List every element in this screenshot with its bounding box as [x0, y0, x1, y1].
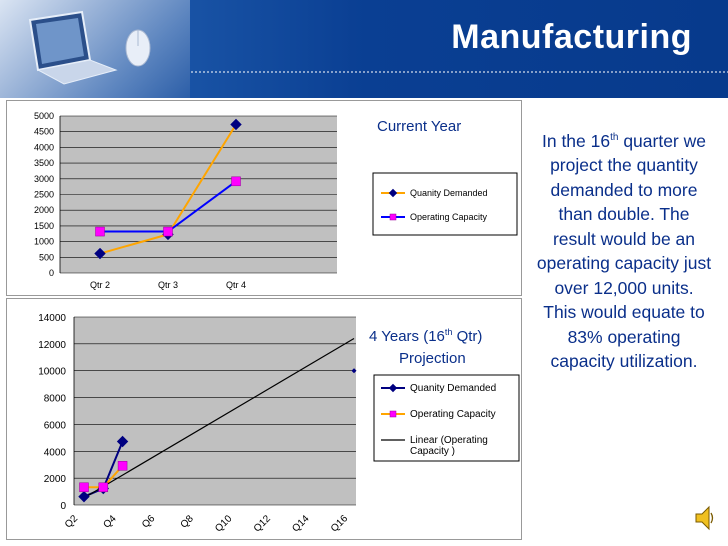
header-dot-line	[190, 70, 728, 74]
x-tick-label: Q16	[329, 513, 350, 534]
y-tick-label: 2000	[34, 205, 54, 215]
legend-label: Linear (Operating Capacity )	[410, 435, 488, 457]
y-tick-label: 2500	[34, 190, 54, 200]
data-point-operating-capacity	[117, 461, 128, 471]
y-tick-label: 2000	[44, 474, 67, 485]
y-tick-label: 4500	[34, 127, 54, 137]
side-note-part-2: quarter we project the quantity demanded…	[536, 130, 712, 372]
projection-chart-frame: 0 2000 4000 6000 8000 10000 12000 14000 Q2 Q4 Q6 Q…	[6, 298, 522, 540]
y-tick-label: 3500	[34, 158, 54, 168]
title-part-3: Projection	[399, 350, 466, 367]
series-line-linear-trend	[83, 337, 355, 499]
svg-text:4 Years (16th Qtr): 4 Years (16th Qtr)	[369, 327, 482, 345]
speaker-icon[interactable]	[694, 504, 716, 532]
y-tick-label: 1000	[34, 237, 54, 247]
side-note: In the 16th quarter we project the quant…	[536, 126, 712, 374]
legend-label: Quanity Demanded	[410, 188, 488, 198]
x-tick-label: Q10	[213, 513, 234, 534]
title-superscript: th	[445, 327, 453, 337]
y-tick-label: 1500	[34, 221, 54, 231]
side-note-sup: th	[610, 132, 619, 143]
y-tick-label: 6000	[44, 420, 67, 431]
legend-marker	[388, 383, 398, 393]
x-tick-label: Qtr 3	[158, 280, 178, 290]
legend-box	[372, 172, 518, 236]
y-tick-label: 12000	[38, 340, 66, 351]
header-photo	[0, 0, 190, 98]
data-point-operating-capacity	[95, 226, 105, 237]
y-tick-label: 500	[39, 252, 54, 262]
projection-chart: 0 2000 4000 6000 8000 10000 12000 14000 Q2 Q4 Q6 Q…	[38, 313, 520, 534]
legend-marker	[389, 213, 397, 221]
x-tick-label: Q6	[140, 513, 158, 531]
data-point-quantity-demanded	[230, 118, 242, 131]
y-tick-label: 3000	[34, 174, 54, 184]
x-tick-label: Q8	[179, 513, 197, 531]
y-tick-label: 10000	[38, 367, 66, 378]
legend-label: Quanity Demanded	[410, 383, 496, 394]
x-tick-label: Q4	[101, 513, 119, 531]
slide-header: Manufacturing	[0, 0, 728, 98]
legend-label: Operating Capacity	[410, 212, 488, 222]
y-tick-label: 4000	[34, 142, 54, 152]
y-tick-label: 4000	[44, 447, 67, 458]
current-year-chart: 0 500 1000 1500 2000 2500 3000 3500 4000 4500 5000…	[34, 111, 518, 290]
x-tick-label: Q14	[290, 513, 311, 534]
data-point-quantity-demanded	[116, 435, 129, 448]
laptop-icon	[28, 10, 151, 85]
y-tick-label: 0	[60, 501, 66, 512]
slide-title: Manufacturing	[451, 18, 692, 56]
current-year-chart-title: Current Year	[377, 118, 461, 135]
title-part-1: 4 Years (16	[369, 328, 445, 345]
projection-chart-title: 4 Years (16th Qtr) Projection	[369, 327, 482, 367]
data-point-quantity-demanded	[94, 247, 106, 260]
x-tick-label: Q2	[63, 513, 81, 531]
plot-area	[74, 317, 356, 505]
data-point-quantity-demanded	[78, 490, 90, 503]
legend-label: Operating Capacity	[410, 409, 496, 420]
data-point-operating-capacity	[98, 482, 109, 493]
current-year-chart-frame: 0 500 1000 1500 2000 2500 3000 3500 4000 4500 5000…	[6, 100, 522, 296]
legend-box	[373, 374, 520, 462]
y-tick-label: 8000	[44, 394, 67, 405]
data-point-operating-capacity	[163, 226, 173, 237]
x-tick-label: Qtr 2	[90, 280, 110, 290]
y-tick-label: 14000	[38, 313, 66, 324]
legend-marker	[388, 188, 398, 198]
legend-marker	[389, 410, 397, 418]
data-point-operating-capacity	[79, 482, 89, 493]
y-tick-label: 0	[49, 268, 54, 278]
title-part-2: Qtr)	[452, 328, 482, 345]
x-tick-label: Q12	[252, 513, 273, 534]
data-point-quantity-demanded	[351, 368, 357, 374]
side-note-part-1: In the 16	[541, 130, 611, 151]
data-point-operating-capacity	[231, 176, 241, 187]
x-tick-label: Qtr 4	[226, 280, 246, 290]
y-tick-label: 5000	[34, 111, 54, 121]
